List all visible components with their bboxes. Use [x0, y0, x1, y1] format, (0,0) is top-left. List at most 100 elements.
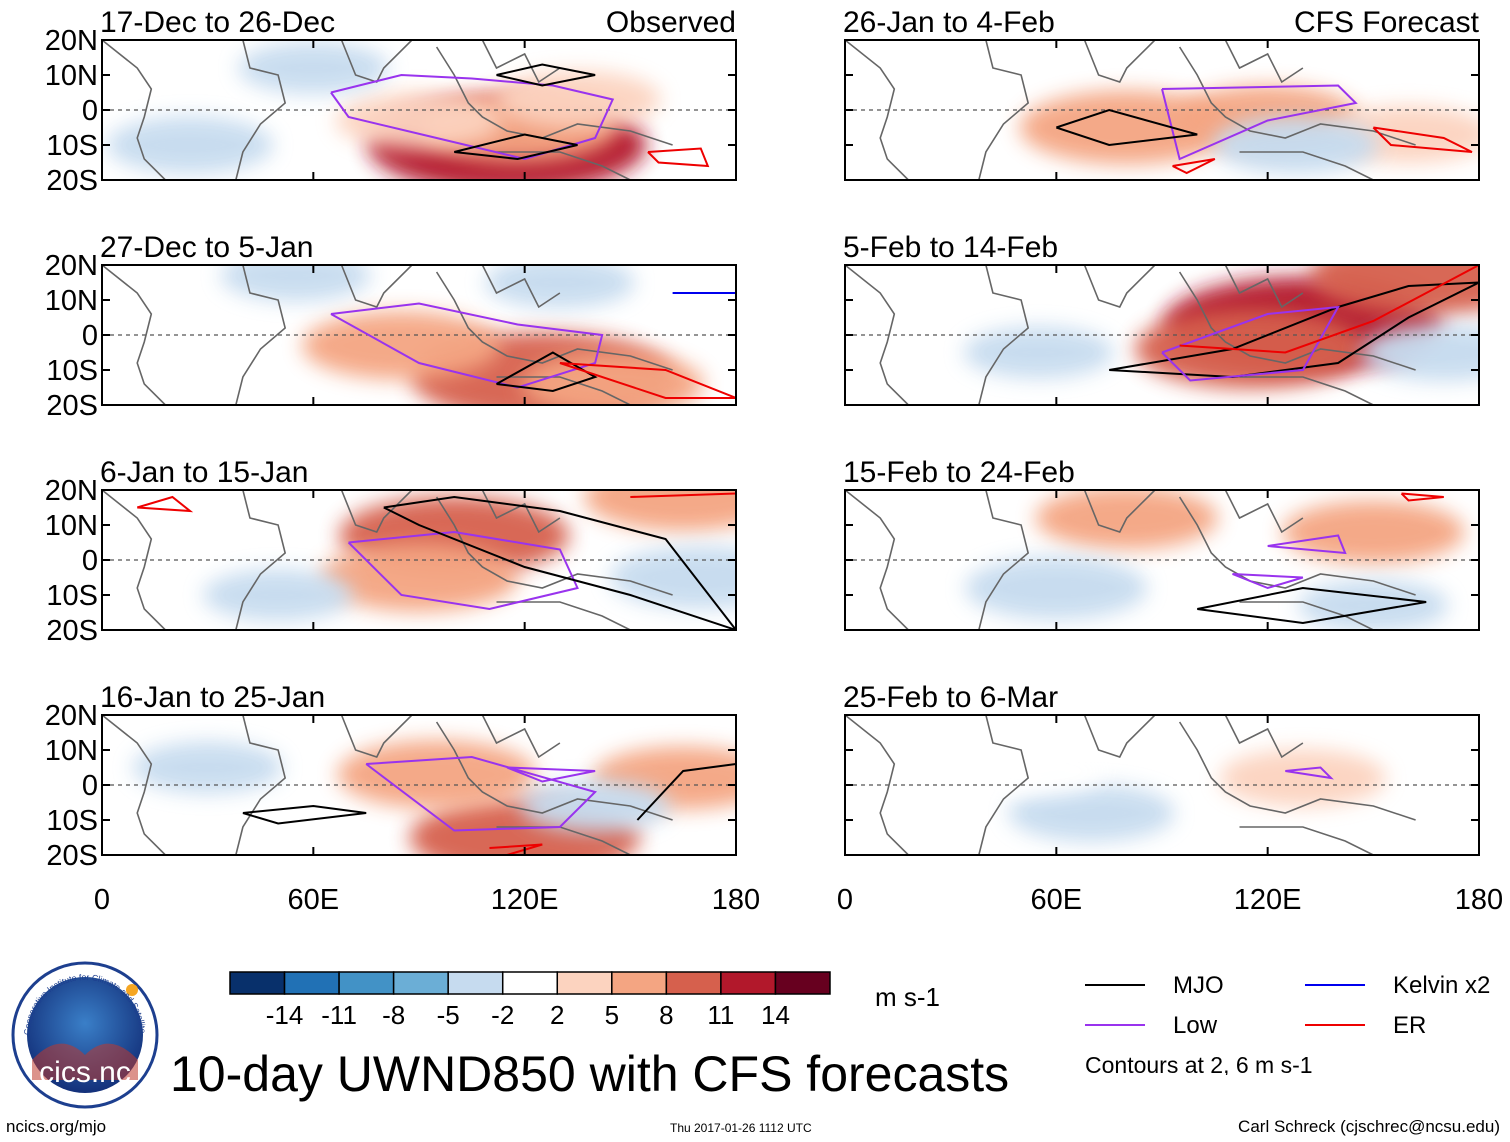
panel-tag: CFS Forecast: [1294, 6, 1480, 39]
x-tick-label: 180: [1455, 884, 1503, 916]
contour-low: [330, 73, 615, 161]
coastline: [1083, 715, 1156, 758]
legend: MJO Kelvin x2 Low ER Contours at 2, 6 m s-1: [1085, 972, 1490, 1075]
y-tick-label: 20N: [45, 475, 98, 507]
coastline: [978, 265, 1030, 405]
colorbar-label: -5: [437, 1000, 460, 1030]
colorbar-swatch: [447, 971, 504, 995]
panel-5: 26-Jan to 4-Feb CFS Forecast: [843, 6, 1480, 181]
coastline: [1224, 265, 1304, 309]
footer-author: Carl Schreck (cjschrec@ncsu.edu): [1238, 1117, 1500, 1136]
contour-mjo: [383, 495, 736, 630]
anomaly-patch: [1134, 309, 1366, 389]
contour-er: [647, 147, 710, 168]
y-tick-label: 20N: [45, 700, 98, 732]
coastline: [340, 490, 413, 533]
coastline: [845, 715, 909, 855]
anomaly-patch: [971, 747, 1106, 795]
colorbar-swatch: [611, 971, 668, 995]
coastline: [235, 490, 287, 630]
anomaly-patch: [484, 265, 636, 309]
legend-label: Low: [1173, 1012, 1218, 1039]
coastline: [435, 496, 673, 596]
anomaly-patch: [106, 116, 274, 174]
x-tick-label: 120E: [1234, 884, 1302, 916]
coastline: [1178, 721, 1416, 821]
contour-mjo: [453, 133, 578, 161]
colorbar-swatch: [774, 971, 831, 995]
coastline: [481, 490, 561, 534]
coastline: [496, 151, 631, 180]
colorbar-label: -2: [491, 1000, 514, 1030]
anomaly-patch: [132, 741, 283, 794]
coastline: [340, 265, 413, 308]
colorbar-label: 11: [707, 1000, 734, 1030]
panel-title: 5-Feb to 14-Feb: [843, 231, 1058, 264]
y-tick-label: 20N: [45, 250, 98, 282]
anomaly-patch: [519, 780, 671, 832]
contour-mjo: [636, 763, 736, 821]
x-tick-label: 60E: [1031, 884, 1083, 916]
anomaly-patch: [335, 91, 503, 150]
contour-low: [1285, 766, 1334, 780]
anomaly-patch: [337, 740, 536, 809]
contour-er: [559, 362, 736, 399]
footer-url: ncics.org/mjo: [6, 1117, 107, 1136]
anomaly-patch: [494, 70, 661, 129]
coastline: [102, 715, 166, 855]
y-tick-label: 10S: [46, 130, 98, 162]
legend-label: Kelvin x2: [1393, 972, 1490, 999]
contour-low: [1267, 534, 1347, 555]
y-tick-label: 20S: [46, 615, 98, 647]
contour-er: [1179, 265, 1479, 354]
coastline: [496, 826, 631, 855]
anomaly-patch: [1008, 784, 1175, 842]
cics-logo: Cooperative Institute for Climate and Sa…: [10, 960, 159, 1109]
panel-8: 0 60E 120E 180 25-Feb to 6-Mar: [837, 681, 1503, 916]
coastline: [435, 721, 673, 821]
legend-label: ER: [1393, 1012, 1426, 1039]
anomaly-patch: [1298, 579, 1449, 630]
coastline: [845, 40, 909, 180]
coastline: [1239, 601, 1374, 630]
y-tick-label: 20N: [45, 25, 98, 57]
contour-low: [1161, 305, 1340, 382]
coastline: [435, 46, 673, 146]
coastline: [235, 40, 287, 180]
coastline: [1239, 376, 1374, 405]
coastline: [1239, 826, 1374, 855]
coastline: [481, 40, 561, 84]
contour-low: [506, 766, 596, 783]
coastline: [235, 715, 287, 855]
main-title: 10-day UWND850 with CFS forecasts: [170, 1046, 1010, 1102]
contour-low: [1161, 84, 1358, 161]
coastline: [496, 601, 631, 630]
colorbar-label: 14: [761, 1000, 790, 1030]
panel-title: 17-Dec to 26-Dec: [100, 6, 335, 39]
footer-timestamp: Thu 2017-01-26 1112 UTC: [670, 1121, 812, 1135]
anomaly-patch: [220, 265, 371, 302]
y-tick-label: 10N: [45, 60, 98, 92]
coastline: [1224, 40, 1304, 84]
logo-wave: [32, 1043, 138, 1080]
anomaly-patch: [965, 556, 1148, 620]
coastline: [845, 265, 909, 405]
colorbar-swatch: [283, 971, 340, 995]
y-tick-label: 0: [82, 320, 98, 352]
colorbar-swatch: [665, 971, 722, 995]
coastline: [1224, 490, 1304, 534]
contour-er: [1372, 126, 1473, 153]
colorbar-swatch: [501, 971, 559, 995]
x-tick-label: 180: [712, 884, 760, 916]
x-tick-label: 0: [94, 884, 110, 916]
coastline: [481, 715, 561, 759]
coastline: [102, 490, 166, 630]
colorbar-label: 8: [659, 1000, 673, 1030]
colorbar-label: -14: [266, 1000, 304, 1030]
anomaly-patch: [609, 546, 736, 609]
colorbar-swatch: [392, 971, 449, 995]
